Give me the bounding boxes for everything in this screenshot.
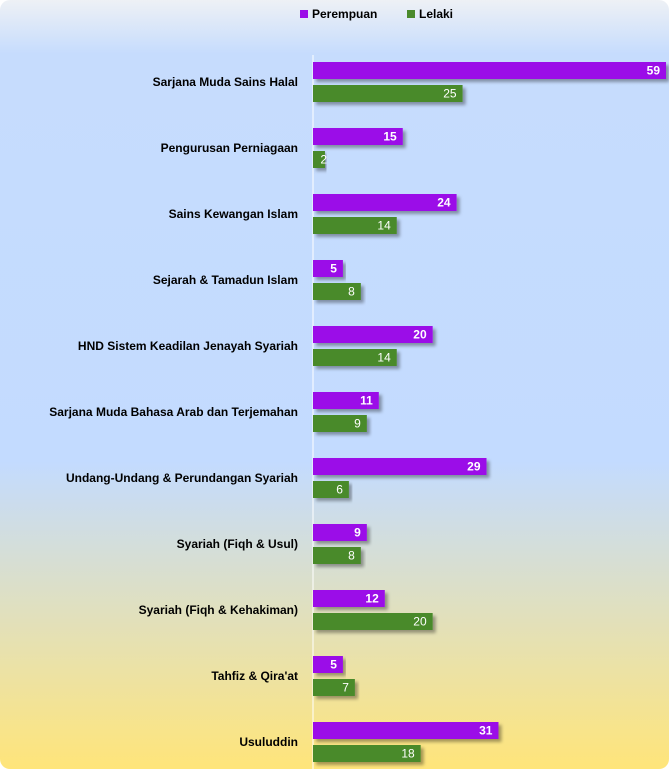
value-label: 59 xyxy=(647,64,661,78)
value-label: 11 xyxy=(360,394,373,408)
value-label: 2 xyxy=(320,153,327,167)
value-label: 29 xyxy=(467,460,481,474)
bar xyxy=(313,679,355,696)
bar xyxy=(313,745,421,762)
bar xyxy=(313,128,403,145)
value-label: 9 xyxy=(354,417,361,431)
category-label: Usuluddin xyxy=(239,735,298,749)
value-label: 8 xyxy=(348,285,355,299)
value-label: 9 xyxy=(354,526,361,540)
bar xyxy=(313,151,325,168)
value-label: 24 xyxy=(437,196,451,210)
value-label: 31 xyxy=(479,724,493,738)
value-label: 20 xyxy=(413,615,427,629)
legend-label: Perempuan xyxy=(312,7,377,21)
value-label: 8 xyxy=(348,549,355,563)
bar xyxy=(313,349,397,366)
bar xyxy=(313,524,367,541)
legend-swatch xyxy=(300,10,308,18)
legend-swatch xyxy=(407,10,415,18)
legend-label: Lelaki xyxy=(419,7,453,21)
category-label: Undang-Undang & Perundangan Syariah xyxy=(66,471,298,485)
bar xyxy=(313,194,457,211)
bar xyxy=(313,260,343,277)
value-label: 7 xyxy=(342,681,349,695)
category-label: Tahfiz & Qira'at xyxy=(211,669,298,683)
category-label: HND Sistem Keadilan Jenayah Syariah xyxy=(78,339,298,353)
bar xyxy=(313,722,499,739)
category-label: Sarjana Muda Bahasa Arab dan Terjemahan xyxy=(49,405,298,419)
value-label: 14 xyxy=(377,351,391,365)
bar xyxy=(313,547,361,564)
bar xyxy=(313,656,343,673)
bar xyxy=(313,217,397,234)
bar xyxy=(313,392,379,409)
value-label: 20 xyxy=(413,328,427,342)
category-label: Sejarah & Tamadun Islam xyxy=(153,273,298,287)
bar xyxy=(313,590,385,607)
value-label: 5 xyxy=(330,262,337,276)
bar xyxy=(313,458,487,475)
bar xyxy=(313,613,433,630)
value-label: 14 xyxy=(377,219,391,233)
value-label: 18 xyxy=(401,747,415,761)
bar xyxy=(313,415,367,432)
value-label: 15 xyxy=(383,130,397,144)
category-label: Sains Kewangan Islam xyxy=(169,207,298,221)
value-label: 6 xyxy=(336,483,343,497)
bar xyxy=(313,481,349,498)
category-label: Syariah (Fiqh & Kehakiman) xyxy=(139,603,298,617)
category-label: Sarjana Muda Sains Halal xyxy=(153,75,298,89)
value-label: 25 xyxy=(443,87,457,101)
category-label: Syariah (Fiqh & Usul) xyxy=(177,537,298,551)
bar xyxy=(313,326,433,343)
bar xyxy=(313,283,361,300)
bar xyxy=(313,85,463,102)
value-label: 12 xyxy=(365,592,379,606)
category-label: Pengurusan Perniagaan xyxy=(161,141,298,155)
value-label: 5 xyxy=(330,658,337,672)
bar xyxy=(313,62,666,79)
